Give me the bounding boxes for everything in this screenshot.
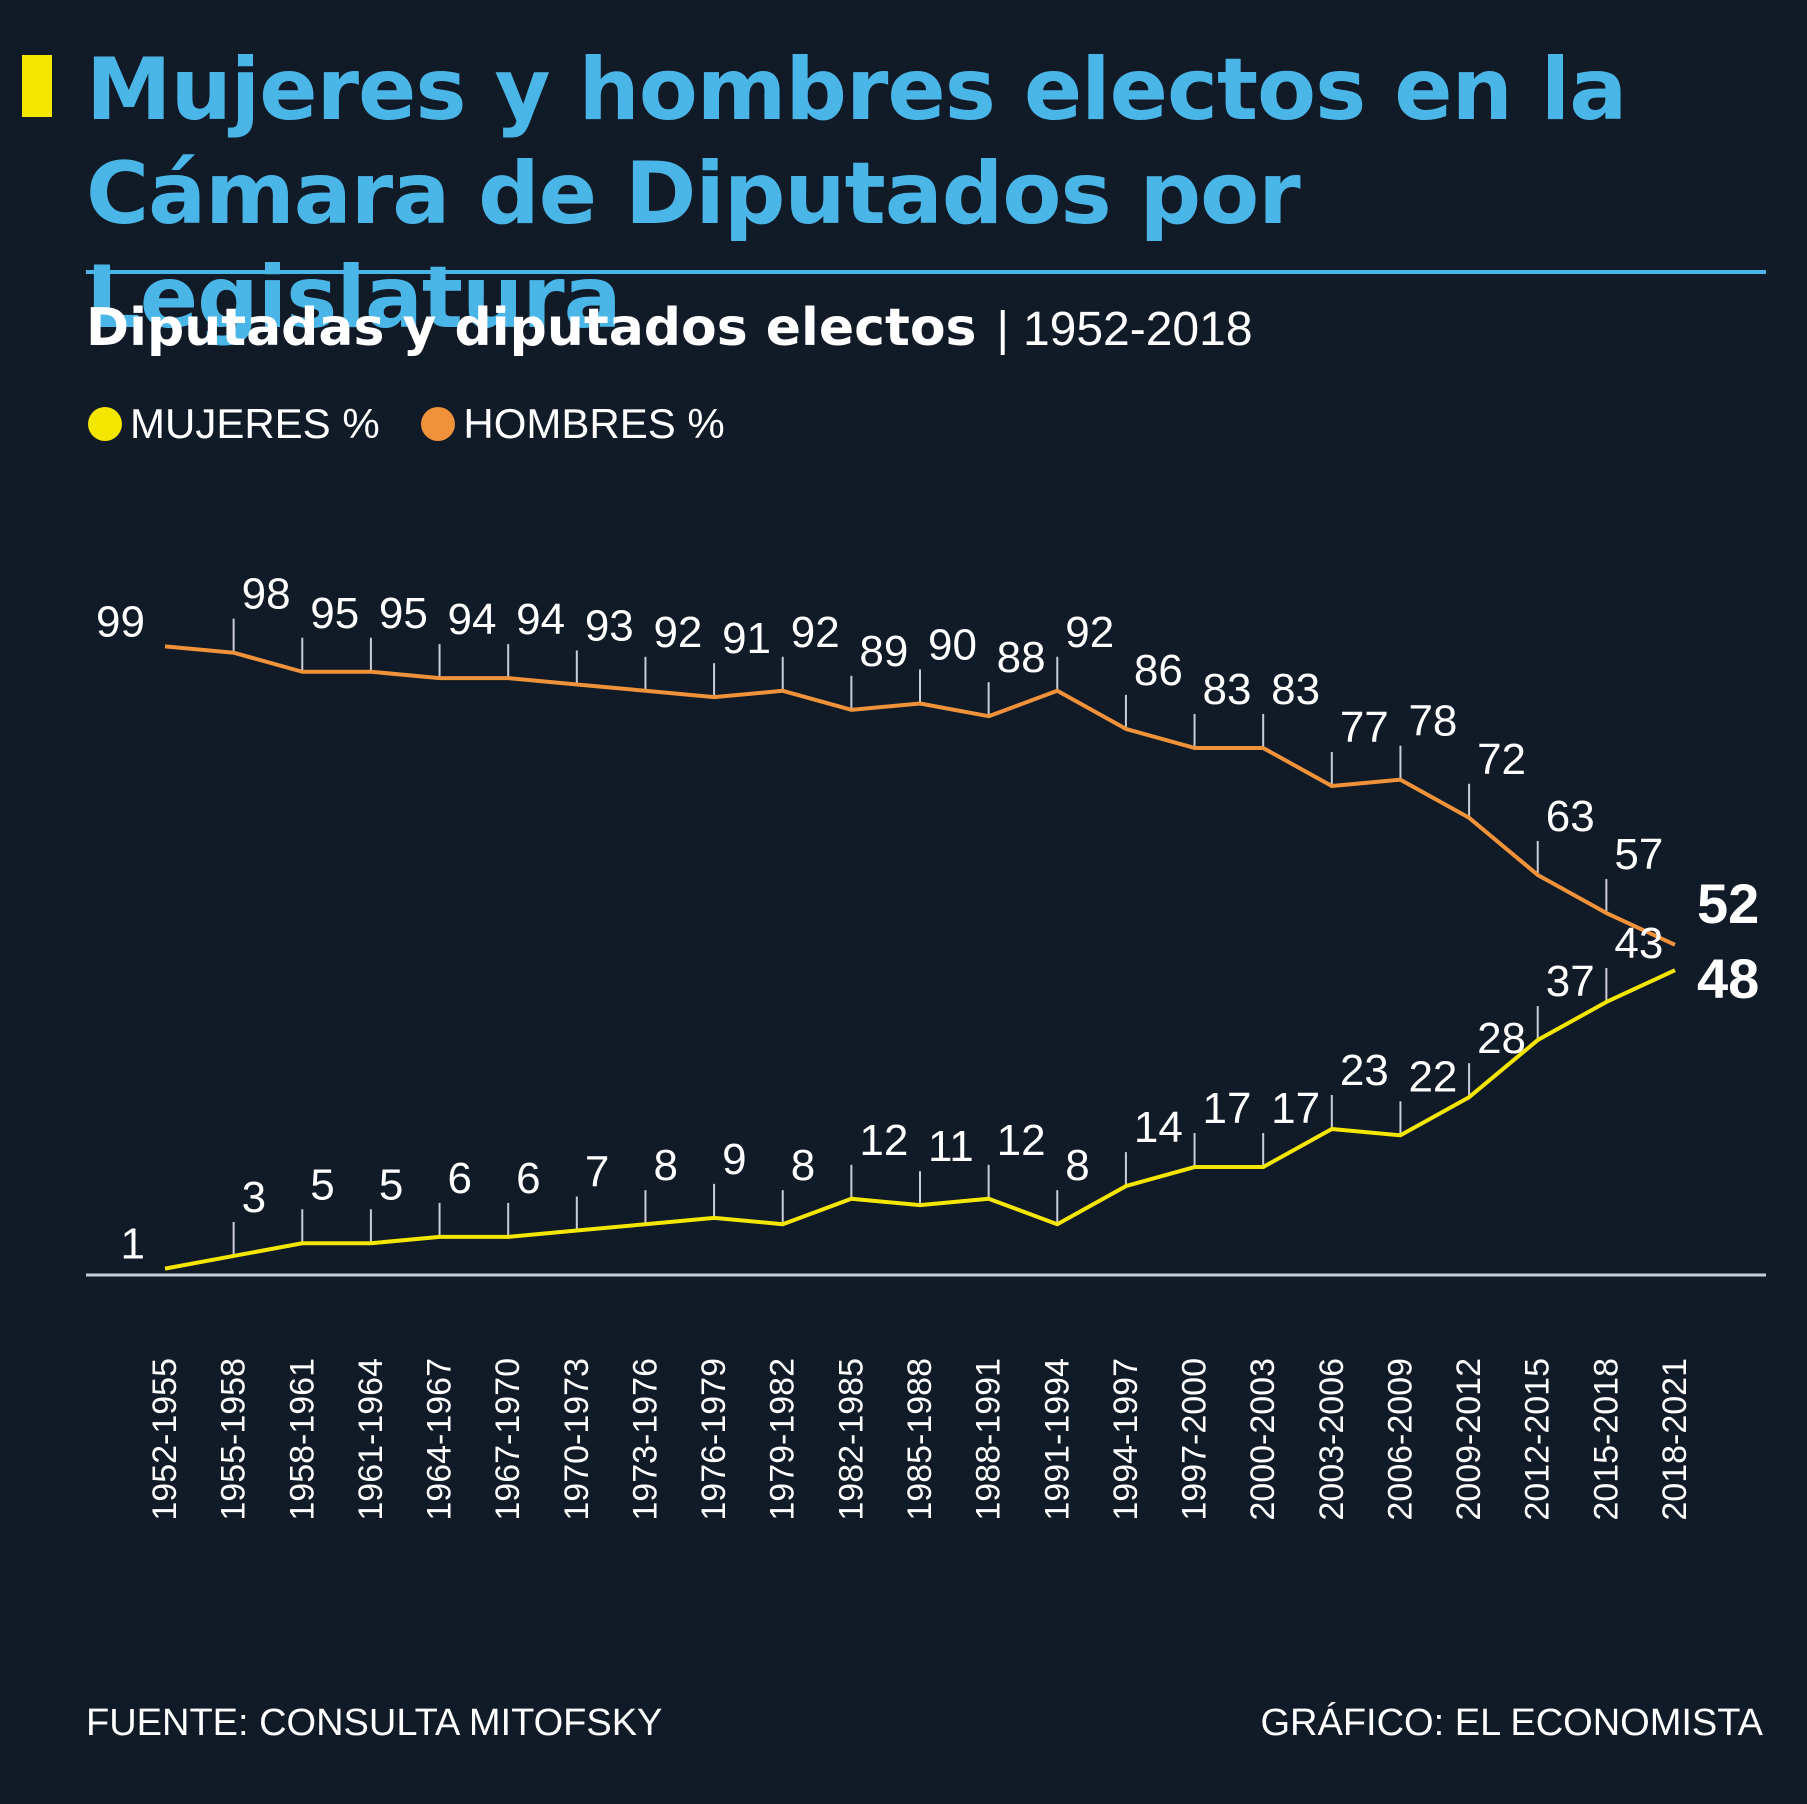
title-accent-bar (22, 55, 52, 117)
credit-note: GRÁFICO: EL ECONOMISTA (1260, 1702, 1764, 1744)
x-tick-label: 2015-2018 (1587, 1358, 1625, 1521)
data-label-women: 7 (585, 1148, 609, 1197)
x-tick-label: 2012-2015 (1519, 1358, 1557, 1521)
chart-title: Mujeres y hombres electos en la Cámara d… (86, 40, 1627, 348)
x-tick-label: 1955-1958 (215, 1358, 253, 1521)
data-label-women: 5 (379, 1160, 403, 1209)
data-label-men: 92 (653, 608, 702, 657)
data-label-women: 43 (1614, 919, 1663, 968)
legend-dot-men-icon (421, 407, 456, 441)
data-label-men: 92 (1065, 608, 1114, 657)
data-label-women: 8 (1065, 1141, 1089, 1190)
data-label-men: 94 (448, 595, 497, 644)
data-label-men: 72 (1477, 735, 1526, 784)
data-label-men: 57 (1614, 830, 1663, 879)
x-tick-label: 1997-2000 (1176, 1358, 1214, 1521)
data-label-men: 92 (791, 608, 840, 657)
data-label-men: 77 (1340, 703, 1389, 752)
data-label-women: 3 (242, 1173, 266, 1222)
data-label-women: 37 (1546, 957, 1595, 1006)
data-label-men: 88 (997, 633, 1046, 682)
data-label-men: 98 (242, 570, 291, 619)
chart-subtitle: Diputadas y diputados electos (86, 298, 977, 358)
data-label-men: 86 (1134, 646, 1183, 695)
x-tick-label: 1985-1988 (901, 1358, 939, 1521)
data-label-women: 8 (791, 1141, 815, 1190)
data-label-men: 83 (1271, 665, 1320, 714)
data-label-men: 95 (310, 589, 359, 638)
data-label-women: 17 (1271, 1084, 1320, 1133)
x-tick-label: 1973-1976 (626, 1358, 664, 1521)
series-line-women (164, 968, 1676, 1271)
data-label-women: 1 (121, 1220, 145, 1269)
legend-label-women: MUJERES % (130, 400, 380, 447)
legend-label-men: HOMBRES % (463, 400, 725, 447)
data-label-men: 83 (1203, 665, 1252, 714)
legend-item-women: MUJERES % (88, 400, 380, 448)
x-tick-label: 1982-1985 (832, 1358, 870, 1521)
x-tick-label: 2006-2009 (1381, 1358, 1419, 1521)
data-label-men: 63 (1546, 792, 1595, 841)
data-label-women: 5 (310, 1160, 334, 1209)
source-note: FUENTE: CONSULTA MITOFSKY (86, 1702, 663, 1744)
x-tick-label: 2000-2003 (1244, 1358, 1282, 1521)
data-label-men: 94 (516, 595, 565, 644)
data-label-women: 23 (1340, 1046, 1389, 1095)
x-tick-label: 1958-1961 (283, 1358, 321, 1521)
x-tick-label: 1976-1979 (695, 1358, 733, 1521)
series-line-men (164, 644, 1676, 947)
data-label-women: 6 (448, 1154, 472, 1203)
legend-item-men: HOMBRES % (421, 400, 725, 448)
data-label-men: 95 (379, 589, 428, 638)
data-label-women: 48 (1697, 947, 1759, 1010)
x-tick-label: 1979-1982 (764, 1358, 802, 1521)
x-tick-label: 1967-1970 (489, 1358, 527, 1521)
x-tick-label: 2018-2021 (1656, 1358, 1694, 1521)
x-tick-label: 1970-1973 (558, 1358, 596, 1521)
data-label-women: 8 (653, 1141, 677, 1190)
title-divider (86, 270, 1766, 274)
x-tick-label: 1952-1955 (146, 1358, 184, 1521)
data-label-men: 91 (722, 614, 771, 663)
data-label-men: 99 (96, 597, 145, 646)
x-tick-label: 2003-2006 (1313, 1358, 1351, 1521)
x-tick-label: 1994-1997 (1107, 1358, 1145, 1521)
data-label-men: 90 (928, 621, 977, 670)
data-label-women: 12 (997, 1116, 1046, 1165)
data-label-women: 12 (859, 1116, 908, 1165)
data-label-women: 22 (1408, 1052, 1457, 1101)
data-label-men: 93 (585, 601, 634, 650)
legend: MUJERES % HOMBRES % (88, 400, 755, 448)
x-tick-label: 1988-1991 (970, 1358, 1008, 1521)
x-tick-label: 2009-2012 (1450, 1358, 1488, 1521)
data-label-men: 52 (1697, 872, 1759, 935)
data-label-women: 11 (928, 1122, 974, 1171)
subtitle-separator: | (996, 303, 1009, 356)
data-label-women: 17 (1203, 1084, 1252, 1133)
data-label-women: 14 (1134, 1103, 1183, 1152)
subtitle-row: Diputadas y diputados electos | 1952-2018 (86, 298, 1253, 358)
legend-dot-women-icon (88, 407, 122, 441)
data-label-men: 89 (859, 627, 908, 676)
subtitle-date-range: 1952-2018 (1022, 303, 1253, 356)
x-tick-label: 1964-1967 (421, 1358, 459, 1521)
data-label-men: 78 (1408, 697, 1457, 746)
data-label-women: 9 (722, 1135, 746, 1184)
x-tick-label: 1961-1964 (352, 1358, 390, 1521)
data-label-women: 6 (516, 1154, 540, 1203)
x-tick-label: 1991-1994 (1038, 1358, 1076, 1521)
